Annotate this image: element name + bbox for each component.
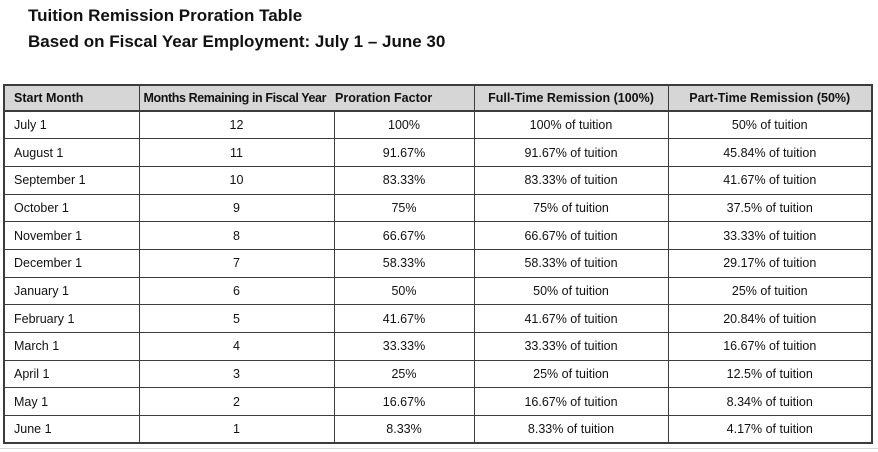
- table-cell: 6: [138, 276, 335, 306]
- table-cell: 16.67% of tuition: [473, 387, 669, 417]
- table-cell: 5: [138, 304, 335, 333]
- table-row: June 1 1 8.33% 8.33% of tuition 4.17% of tui…: [3, 415, 873, 444]
- table-cell: 9: [138, 193, 335, 223]
- table-cell: April 1: [3, 359, 140, 389]
- table-cell: 25%: [333, 359, 475, 389]
- column-header-full-time-remission: Full-Time Remission (100%): [473, 84, 669, 112]
- table-cell: 4: [138, 332, 335, 361]
- table-cell: 83.33% of tuition: [473, 165, 669, 195]
- table-row: December 1 7 58.33% 58.33% of tuition 29.17%…: [3, 248, 873, 278]
- table-cell: 37.5% of tuition: [667, 193, 873, 223]
- table-row: August 1 11 91.67% 91.67% of tuition 45.84% …: [3, 138, 873, 167]
- table-cell: 66.67%: [333, 221, 475, 250]
- table-cell: 4.17% of tuition: [667, 415, 873, 444]
- table-cell: 7: [138, 248, 335, 278]
- table-cell: 8: [138, 221, 335, 250]
- table-row: October 1 9 75% 75% of tuition 37.5% of tuit…: [3, 193, 873, 223]
- table-cell: 2: [138, 387, 335, 417]
- column-header-part-time-remission: Part-Time Remission (50%): [667, 84, 873, 112]
- table-row: May 1 2 16.67% 16.67% of tuition 8.34% of tu…: [3, 387, 873, 417]
- table-row: November 1 8 66.67% 66.67% of tuition 33.33%…: [3, 221, 873, 250]
- table-cell: March 1: [3, 332, 140, 361]
- table-header-row: Start Month Months Remaining in Fiscal Y…: [3, 84, 873, 112]
- table-body: July 1 12 100% 100% of tuition 50% of tuitio…: [3, 110, 873, 444]
- table-cell: 45.84% of tuition: [667, 138, 873, 167]
- table-cell: 75% of tuition: [473, 193, 669, 223]
- bottom-divider: [0, 448, 878, 449]
- column-header-months-remaining: Months Remaining in Fiscal Year: [138, 84, 334, 112]
- table-cell: 8.33% of tuition: [473, 415, 669, 444]
- table-header: Start Month Months Remaining in Fiscal Y…: [3, 84, 873, 112]
- table-cell: 91.67% of tuition: [473, 138, 669, 167]
- table-cell: 12: [138, 110, 335, 140]
- table-cell: 20.84% of tuition: [667, 304, 873, 333]
- proration-table: Start Month Months Remaining in Fiscal Y…: [3, 84, 873, 445]
- table-cell: July 1: [3, 110, 140, 140]
- table-cell: 12.5% of tuition: [667, 359, 873, 389]
- table-cell: 16.67% of tuition: [667, 332, 873, 361]
- table-cell: 58.33% of tuition: [473, 248, 669, 278]
- table-cell: 100% of tuition: [473, 110, 669, 140]
- table-cell: January 1: [3, 276, 140, 306]
- table-cell: 100%: [333, 110, 475, 140]
- page-title-line2: Based on Fiscal Year Employment: July 1 …: [28, 32, 446, 51]
- table-row: September 1 10 83.33% 83.33% of tuition 41.6…: [3, 165, 873, 195]
- table-cell: November 1: [3, 221, 140, 250]
- page-title-line1: Tuition Remission Proration Table: [28, 6, 303, 25]
- table-cell: 11: [138, 138, 335, 167]
- column-header-start-month: Start Month: [3, 84, 140, 112]
- table-row: January 1 6 50% 50% of tuition 25% of tuitio…: [3, 276, 873, 306]
- table-row: March 1 4 33.33% 33.33% of tuition 16.67% of…: [3, 332, 873, 361]
- table-cell: December 1: [3, 248, 140, 278]
- table-cell: 1: [138, 415, 335, 444]
- table-cell: 10: [138, 165, 335, 195]
- table-cell: 33.33% of tuition: [667, 221, 873, 250]
- table-cell: 91.67%: [333, 138, 475, 167]
- table-cell: 50% of tuition: [473, 276, 669, 306]
- table-cell: 58.33%: [333, 248, 475, 278]
- table-cell: 41.67%: [333, 304, 475, 333]
- column-header-proration-factor: Proration Factor: [334, 84, 475, 112]
- table-cell: 75%: [333, 193, 475, 223]
- table-cell: 8.34% of tuition: [667, 387, 873, 417]
- table-row: April 1 3 25% 25% of tuition 12.5% of tuitio…: [3, 359, 873, 389]
- table-cell: 16.67%: [333, 387, 475, 417]
- table-cell: 66.67% of tuition: [473, 221, 669, 250]
- table-cell: 8.33%: [333, 415, 475, 444]
- table-cell: 83.33%: [333, 165, 475, 195]
- table-cell: October 1: [3, 193, 140, 223]
- table-cell: 29.17% of tuition: [667, 248, 873, 278]
- table-cell: September 1: [3, 165, 140, 195]
- table-cell: 41.67% of tuition: [667, 165, 873, 195]
- table-cell: 50% of tuition: [667, 110, 873, 140]
- table-cell: 41.67% of tuition: [473, 304, 669, 333]
- table-cell: 33.33% of tuition: [473, 332, 669, 361]
- table-cell: 25% of tuition: [667, 276, 873, 306]
- page-title: Tuition Remission Proration Table Based …: [28, 3, 445, 55]
- table-row: July 1 12 100% 100% of tuition 50% of tuitio…: [3, 110, 873, 140]
- table-cell: June 1: [3, 415, 140, 444]
- table-cell: 50%: [333, 276, 475, 306]
- table-cell: 33.33%: [333, 332, 475, 361]
- table-cell: May 1: [3, 387, 140, 417]
- table-cell: February 1: [3, 304, 140, 333]
- table-cell: 3: [138, 359, 335, 389]
- table-cell: August 1: [3, 138, 140, 167]
- table-row: February 1 5 41.67% 41.67% of tuition 20.84%…: [3, 304, 873, 333]
- table-cell: 25% of tuition: [473, 359, 669, 389]
